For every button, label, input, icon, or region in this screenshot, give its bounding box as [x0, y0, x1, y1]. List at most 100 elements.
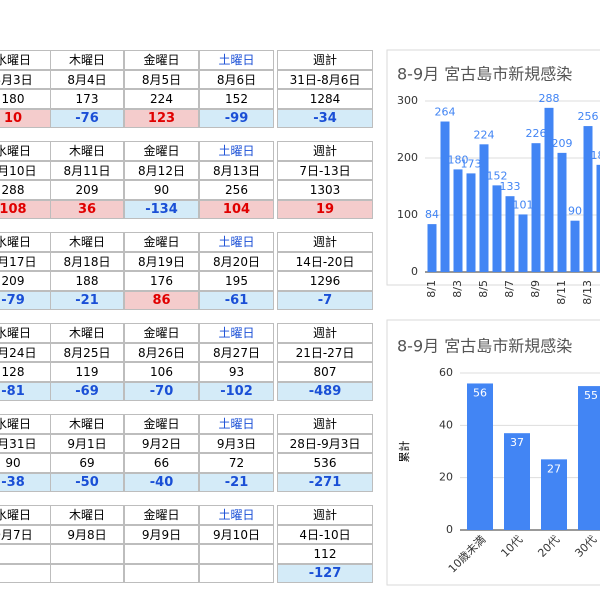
diff-cell: 10	[0, 108, 51, 128]
bar	[531, 143, 541, 272]
diff-cell: 86	[124, 290, 199, 310]
count-cell: 173	[50, 89, 124, 109]
diff-cell: -21	[199, 472, 274, 492]
count-cell: 152	[199, 89, 274, 109]
value-label: 56	[473, 386, 487, 399]
week-header: 週計	[277, 50, 373, 70]
week-range: 4日-10日	[277, 524, 373, 544]
x-tick-label: 8/7	[503, 280, 516, 298]
date-cell: 8月4日	[50, 69, 124, 89]
value-label: 256	[578, 110, 599, 123]
date-cell: 9月3日	[199, 433, 274, 453]
diff-cell: -134	[124, 199, 199, 219]
bar	[427, 224, 437, 272]
date-cell: 8月24日	[0, 342, 51, 362]
value-label: 37	[510, 436, 524, 449]
day-header: 水曜日	[0, 505, 51, 525]
y-tick-label: 20	[439, 471, 453, 484]
date-cell: 8月25日	[50, 342, 124, 362]
bar	[541, 459, 567, 530]
date-cell: 8月12日	[124, 160, 199, 180]
date-cell: 8月20日	[199, 251, 274, 271]
week-range: 7日-13日	[277, 160, 373, 180]
count-cell: 209	[0, 271, 51, 291]
week-header: 週計	[277, 232, 373, 252]
date-cell: 8月26日	[124, 342, 199, 362]
value-label: 84	[425, 208, 439, 221]
day-header: 金曜日	[124, 50, 199, 70]
count-cell: 256	[199, 180, 274, 200]
date-cell: 8月27日	[199, 342, 274, 362]
diff-cell: -70	[124, 381, 199, 401]
chart-title: 8-9月 宮古島市新規感染	[397, 337, 572, 356]
bar	[578, 386, 600, 530]
value-label: 226	[526, 127, 547, 140]
date-cell: 9月1日	[50, 433, 124, 453]
diff-cell: -99	[199, 108, 274, 128]
y-tick-label: 200	[397, 151, 418, 164]
value-label: 288	[539, 92, 560, 105]
diff-cell: -21	[50, 290, 124, 310]
y-tick-label: 0	[411, 265, 418, 278]
count-cell	[124, 544, 199, 564]
diff-cell: -38	[0, 472, 51, 492]
day-header: 木曜日	[50, 50, 124, 70]
x-tick-label: 8/3	[451, 280, 464, 298]
bar	[544, 107, 554, 272]
value-label: 55	[584, 389, 598, 402]
diff-cell: 104	[199, 199, 274, 219]
day-header: 水曜日	[0, 141, 51, 161]
diff-cell	[124, 563, 199, 583]
week-diff: -271	[277, 472, 373, 492]
bar	[479, 144, 489, 272]
day-header: 木曜日	[50, 323, 124, 343]
count-cell: 106	[124, 362, 199, 382]
date-cell: 8月17日	[0, 251, 51, 271]
diff-cell: -81	[0, 381, 51, 401]
week-header: 週計	[277, 414, 373, 434]
count-cell: 224	[124, 89, 199, 109]
day-header: 土曜日	[199, 323, 274, 343]
date-cell: 9月9日	[124, 524, 199, 544]
week-diff: -489	[277, 381, 373, 401]
value-label: 209	[552, 137, 573, 150]
week-range: 14日-20日	[277, 251, 373, 271]
diff-cell: 123	[124, 108, 199, 128]
day-header: 土曜日	[199, 232, 274, 252]
count-cell: 93	[199, 362, 274, 382]
week-total: 536	[277, 453, 373, 473]
diff-cell: -102	[199, 381, 274, 401]
bar	[557, 152, 567, 272]
week-diff: -34	[277, 108, 373, 128]
count-cell: 66	[124, 453, 199, 473]
count-cell: 209	[50, 180, 124, 200]
week-header: 週計	[277, 323, 373, 343]
day-header: 金曜日	[124, 232, 199, 252]
day-header: 土曜日	[199, 414, 274, 434]
diff-cell	[199, 563, 274, 583]
bar	[505, 196, 515, 272]
day-header: 木曜日	[50, 141, 124, 161]
bar	[570, 220, 580, 272]
week-total: 112	[277, 544, 373, 564]
week-total: 807	[277, 362, 373, 382]
y-tick-label: 40	[439, 418, 453, 431]
week-header: 週計	[277, 141, 373, 161]
diff-cell: -50	[50, 472, 124, 492]
date-cell: 8月18日	[50, 251, 124, 271]
count-cell: 180	[0, 89, 51, 109]
count-cell	[50, 544, 124, 564]
week-diff: 19	[277, 199, 373, 219]
count-cell: 188	[50, 271, 124, 291]
x-tick-label: 8/1	[425, 280, 438, 298]
week-header: 週計	[277, 505, 373, 525]
week-range: 21日-27日	[277, 342, 373, 362]
week-total: 1303	[277, 180, 373, 200]
week-range: 28日-9月3日	[277, 433, 373, 453]
date-cell: 9月8日	[50, 524, 124, 544]
bar	[492, 185, 502, 272]
date-cell: 8月10日	[0, 160, 51, 180]
value-label: 224	[474, 128, 495, 141]
chart-panel	[386, 319, 600, 586]
diff-cell: 36	[50, 199, 124, 219]
